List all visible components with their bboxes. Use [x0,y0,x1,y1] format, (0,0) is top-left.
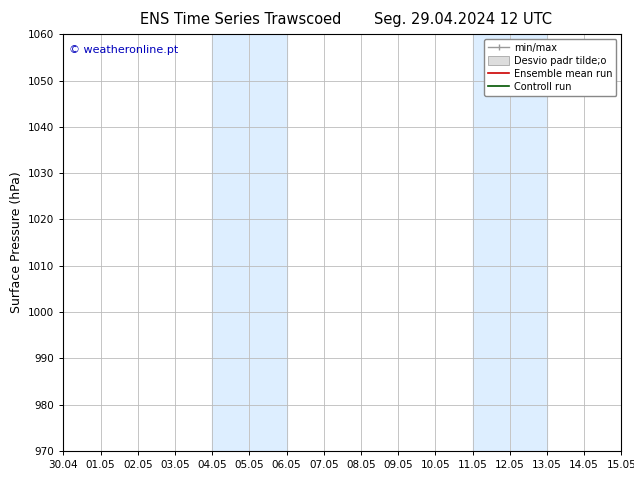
Bar [212,34,287,451]
Text: © weatheronline.pt: © weatheronline.pt [69,45,178,55]
Text: Seg. 29.04.2024 12 UTC: Seg. 29.04.2024 12 UTC [374,12,552,27]
Bar [472,34,547,451]
Text: ENS Time Series Trawscoed: ENS Time Series Trawscoed [140,12,342,27]
Y-axis label: Surface Pressure (hPa): Surface Pressure (hPa) [10,172,23,314]
Legend: min/max, Desvio padr tilde;o, Ensemble mean run, Controll run: min/max, Desvio padr tilde;o, Ensemble m… [484,39,616,96]
